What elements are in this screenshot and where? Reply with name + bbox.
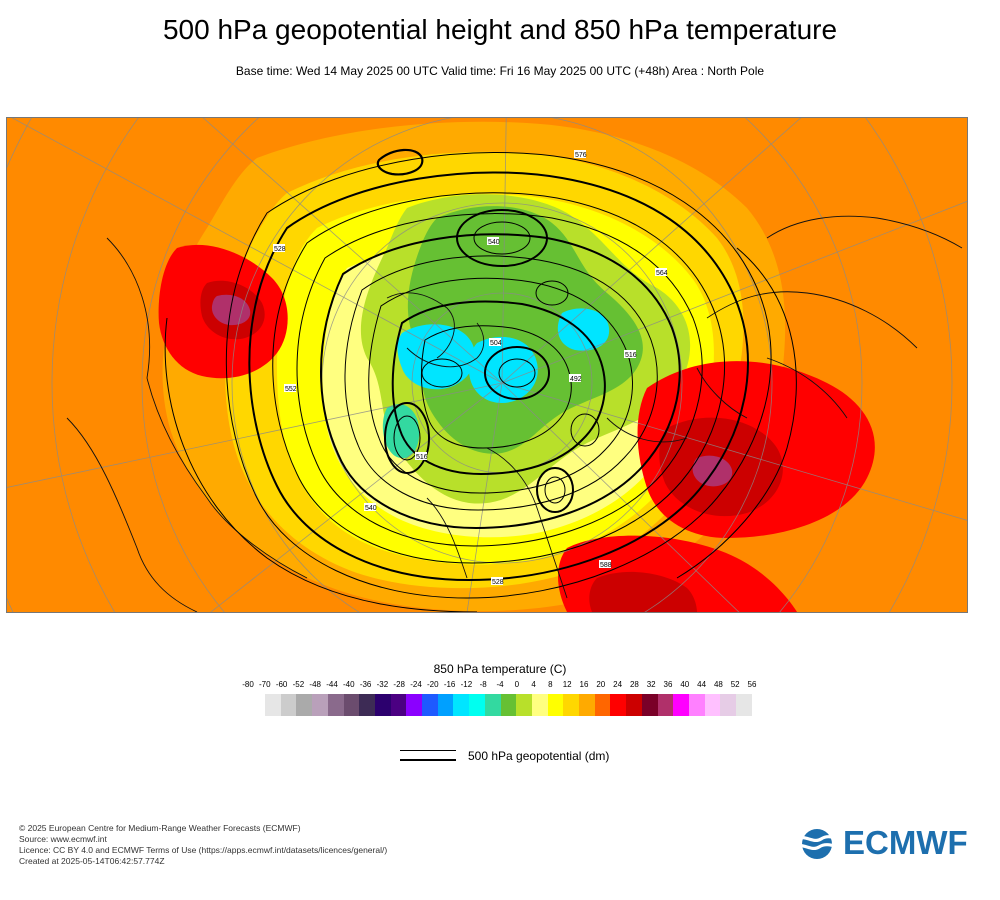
legend-color-swatch	[626, 694, 642, 716]
chart-subtitle: Base time: Wed 14 May 2025 00 UTC Valid …	[235, 64, 765, 78]
legend-scale-label: -20	[427, 680, 439, 689]
contour-label: 528	[274, 246, 286, 253]
field-purple-west	[211, 294, 251, 326]
legend-color-swatch	[390, 694, 407, 716]
legend-scale-label: 40	[680, 680, 690, 689]
field-cyan-1	[397, 324, 476, 390]
legend-color-swatch	[312, 694, 328, 716]
field-darkred-south	[589, 571, 697, 612]
legend-scale-label: 12	[562, 680, 572, 689]
legend-scale-label: -4	[496, 680, 504, 689]
contour-label: 540	[365, 505, 377, 512]
legend-scale-label: 56	[747, 680, 757, 689]
legend-color-swatch	[343, 694, 360, 716]
legend-color-swatch	[296, 694, 313, 716]
ecmwf-logo-text: ECMWF	[843, 824, 968, 861]
contour-label: 492	[570, 376, 582, 383]
legend-color-swatch	[594, 694, 611, 716]
legend-scale-label: 48	[713, 680, 723, 689]
legend-color-swatch	[563, 694, 580, 716]
legend-color-bar	[265, 694, 752, 716]
licence-text: Licence: CC BY 4.0 and ECMWF Terms of Us…	[19, 845, 388, 855]
legend-scale-label: 20	[596, 680, 606, 689]
legend-color-swatch	[422, 694, 438, 716]
legend-scale-label: 44	[697, 680, 707, 689]
legend-color-swatch	[484, 694, 501, 716]
legend-color-swatch	[704, 694, 721, 716]
contour-label: 552	[285, 386, 297, 393]
legend-scale-label: -16	[443, 680, 456, 689]
legend-scale-label: 8	[548, 680, 553, 689]
contour-label: 504	[490, 340, 502, 347]
legend-scale-labels: -80 -70 -60 -52 -48 -44 -40 -36 -32 -28 -24 -20 -16-…	[0, 680, 1000, 692]
contour-label: 516	[416, 454, 428, 461]
legend-scale-label: 36	[663, 680, 673, 689]
created-text: Created at 2025-05-14T06:42:57.774Z	[19, 856, 165, 866]
legend-scale-label: -12	[460, 680, 473, 689]
field-green	[407, 206, 643, 454]
legend-scale-label: -36	[359, 680, 372, 689]
source-text: Source: www.ecmwf.int	[19, 834, 107, 844]
legend-title: 850 hPa temperature (C)	[433, 662, 567, 676]
legend-color-swatch	[579, 694, 595, 716]
legend-color-swatch	[610, 694, 627, 716]
legend-scale-label: -80	[242, 680, 254, 689]
legend-scale-label: -24	[410, 680, 422, 689]
chart-title: 500 hPa geopotential height and 850 hPa …	[162, 14, 838, 45]
legend-color-swatch	[280, 694, 297, 716]
legend-scale-label: -52	[292, 680, 305, 689]
legend-scale-label: 32	[646, 680, 656, 689]
copyright-text: © 2025 European Centre for Medium-Range …	[19, 823, 301, 833]
legend-scale-label: -8	[479, 680, 487, 689]
map-svg: 528 552 576 540 564 516 504 492 588 516	[7, 118, 967, 612]
legend-scale-label: -40	[343, 680, 355, 689]
contour-label: 588	[600, 562, 612, 569]
legend-scale-label: 16	[579, 680, 589, 689]
legend-color-swatch	[641, 694, 658, 716]
contour-line-sample	[400, 748, 456, 762]
contour-label: 540	[488, 239, 500, 246]
legend-color-swatch	[327, 694, 344, 716]
legend-color-swatch	[406, 694, 423, 716]
legend-color-swatch	[265, 694, 281, 716]
legend-color-swatch	[374, 694, 391, 716]
legend-scale-label: 4	[531, 680, 536, 689]
legend-color-swatch	[657, 694, 674, 716]
contour-label: 576	[575, 152, 587, 159]
legend-color-swatch	[453, 694, 470, 716]
geopotential-contours	[164, 148, 797, 612]
contour-legend: 500 hPa geopotential (dm)	[400, 748, 640, 766]
legend-color-swatch	[359, 694, 375, 716]
ecmwf-logo-icon	[795, 829, 839, 859]
legend-scale-label: 28	[629, 680, 639, 689]
legend-color-swatch	[500, 694, 517, 716]
credits: © 2025 European Centre for Medium-Range …	[19, 823, 387, 867]
contour-label: 516	[625, 352, 637, 359]
legend-color-swatch	[516, 694, 532, 716]
contour-label: 564	[656, 270, 668, 277]
legend-scale-label: -48	[309, 680, 321, 689]
legend-scale-label: -70	[259, 680, 271, 689]
map-panel: 528 552 576 540 564 516 504 492 588 516	[6, 117, 968, 613]
contour-legend-label: 500 hPa geopotential (dm)	[468, 749, 610, 763]
legend-color-swatch	[720, 694, 737, 716]
legend-scale-label: 52	[730, 680, 740, 689]
legend-scale-label: 0	[514, 680, 520, 689]
legend-color-swatch	[469, 694, 485, 716]
contour-label: 528	[492, 579, 504, 586]
legend-scale-label: 24	[613, 680, 623, 689]
legend-color-swatch	[437, 694, 454, 716]
legend-scale-label: -44	[326, 680, 338, 689]
legend-color-swatch	[673, 694, 689, 716]
contour-labels: 528 552 576 540 564 516 504 492 588 516	[273, 150, 668, 586]
legend-scale-label: -60	[275, 680, 288, 689]
legend-color-swatch	[547, 694, 564, 716]
ecmwf-logo: ECMWF	[795, 824, 985, 862]
legend-scale-label: -32	[376, 680, 389, 689]
legend-scale-label: -28	[393, 680, 405, 689]
legend-color-swatch	[736, 694, 752, 716]
field-cyan-3	[557, 308, 610, 351]
legend-color-swatch	[688, 694, 705, 716]
legend-color-swatch	[531, 694, 548, 716]
